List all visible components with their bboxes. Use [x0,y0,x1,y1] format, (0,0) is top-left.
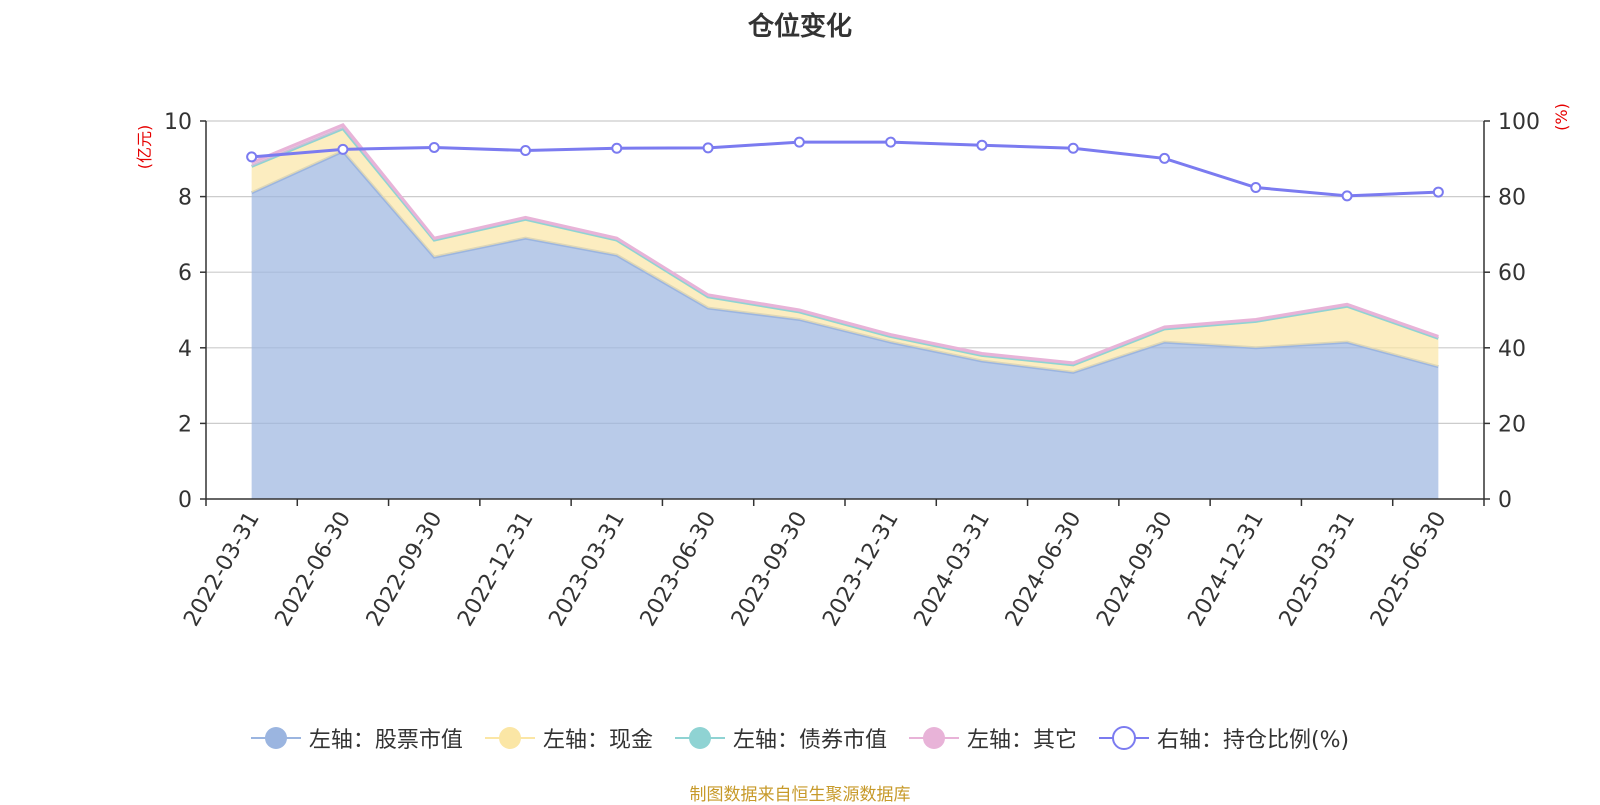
x-tick-label: 2024-06-30 [1001,508,1087,631]
legend-dot-icon [484,727,535,749]
y-right-tick-label: 80 [1498,186,1526,211]
y-right-tick-label: 60 [1498,261,1526,286]
legend-item[interactable]: 左轴：股票市值 [250,722,463,754]
x-tick-label: 2023-12-31 [818,508,904,631]
legend-item[interactable]: 左轴：其它 [908,722,1077,754]
legend-item[interactable]: 右轴：持仓比例(%) [1098,722,1350,754]
legend-item[interactable]: 左轴：债券市值 [674,722,887,754]
x-tick-label: 2025-06-30 [1366,508,1452,631]
line-point [1432,186,1444,198]
y-right-tick-label: 0 [1498,488,1512,513]
y-left-tick-label: 0 [178,488,192,513]
legend-dot-icon [908,727,959,749]
x-tick-label: 2023-09-30 [727,508,813,631]
x-tick-label: 2025-03-31 [1275,508,1361,631]
y-left-tick-label: 4 [178,337,192,362]
x-tick-label: 2024-03-31 [910,508,996,631]
line-point [885,136,897,148]
x-tick-label: 2024-12-31 [1183,508,1269,631]
legend: 左轴：股票市值 左轴：现金 左轴：债券市值 左轴：其它 右轴：持仓比例(%) [0,722,1600,754]
x-tick-label: 2023-06-30 [636,508,722,631]
line-point [1250,182,1262,194]
legend-label: 左轴：债券市值 [732,728,887,753]
chart-title: 仓位变化 [747,12,852,42]
y-left-tick-label: 2 [178,412,192,437]
area-line-series-3 [251,122,1439,365]
legend-label: 右轴：持仓比例(%) [1156,728,1350,753]
legend-item[interactable]: 左轴：现金 [484,722,653,754]
y-right-tick-label: 100 [1498,110,1540,135]
y-left-tick-label: 8 [178,186,192,211]
legend-label: 左轴：其它 [966,728,1077,753]
y-right-tick-label: 40 [1498,337,1526,362]
legend-label: 左轴：现金 [542,728,653,753]
x-tick-label: 2023-03-31 [544,508,630,631]
x-tick-label: 2022-03-31 [179,508,265,631]
line-point [1341,190,1353,202]
x-tick-label: 2022-06-30 [271,508,357,631]
area-series-0 [251,151,1439,500]
line-point [337,143,349,155]
line-point [1159,152,1170,164]
y-left-tick-label: 6 [178,261,192,286]
line-point [246,151,258,163]
y-right-tick-label: 20 [1498,412,1526,437]
line-point [428,141,440,153]
x-tick-label: 2022-12-31 [453,508,539,631]
legend-dot-icon [250,727,301,749]
line-point [611,142,623,154]
y-left-unit: (亿元) [135,125,154,170]
legend-hollow-circle-icon [1098,726,1149,750]
x-tick-label: 2022-09-30 [362,508,448,631]
x-tick-label: 2024-09-30 [1092,508,1178,631]
line-point [520,144,531,156]
line-point [1067,142,1079,154]
legend-dot-icon [674,727,725,749]
line-point [976,139,988,151]
y-left-tick-label: 10 [164,110,192,135]
source-note: 制图数据来自恒生聚源数据库 [689,785,911,805]
line-series-0 [251,140,1439,198]
line-point [793,136,805,148]
legend-label: 左轴：股票市值 [308,728,463,753]
y-right-unit: (%) [1552,103,1571,131]
line-point [702,142,714,154]
